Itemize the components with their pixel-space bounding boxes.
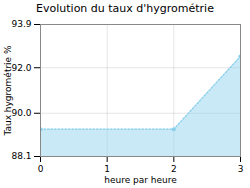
svg-text:3: 3 (238, 164, 244, 174)
svg-text:heure par heure: heure par heure (104, 175, 177, 185)
svg-text:88.1: 88.1 (11, 151, 31, 161)
svg-text:1: 1 (104, 164, 110, 174)
svg-text:93.9: 93.9 (11, 19, 31, 29)
svg-text:2: 2 (171, 164, 177, 174)
svg-text:0: 0 (38, 164, 44, 174)
svg-text:Taux hygrométrie %: Taux hygrométrie % (3, 45, 13, 137)
html-text:Evolution du taux d'hygrométri: Evolution du taux d'hygrométrie (36, 2, 214, 15)
svg-text:90.0: 90.0 (11, 108, 31, 118)
svg-text:92.0: 92.0 (11, 63, 31, 73)
